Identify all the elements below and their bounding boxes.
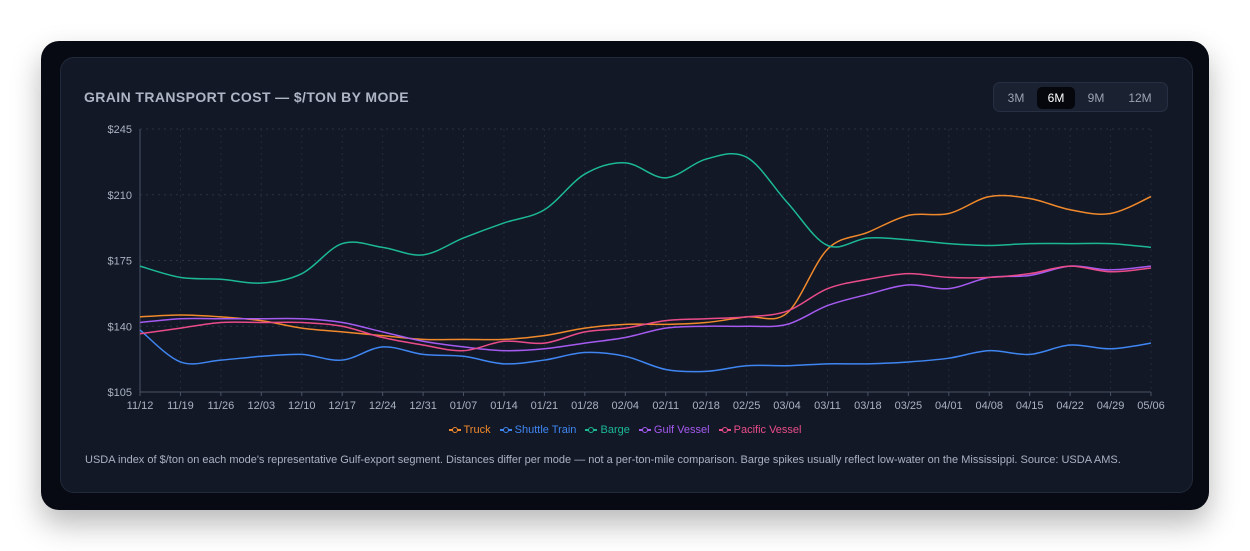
legend-marker-truck xyxy=(448,426,461,434)
x-tick-label: 04/01 xyxy=(935,400,963,412)
y-tick-label: $105 xyxy=(108,387,132,399)
x-tick-label: 01/28 xyxy=(571,400,599,412)
legend-item-gulf-vessel[interactable]: Gulf Vessel xyxy=(638,424,710,436)
x-tick-label: 05/06 xyxy=(1137,400,1165,412)
x-tick-label: 12/17 xyxy=(328,400,356,412)
x-tick-label: 01/07 xyxy=(450,400,478,412)
x-tick-label: 11/26 xyxy=(208,400,235,412)
x-tick-label: 03/11 xyxy=(814,400,841,412)
x-tick-label: 11/12 xyxy=(127,400,154,412)
x-tick-label: 03/04 xyxy=(773,400,801,412)
x-tick-label: 02/25 xyxy=(733,400,761,412)
range-3m-button[interactable]: 3M xyxy=(1007,91,1025,105)
chart-title: GRAIN TRANSPORT COST — $/TON BY MODE xyxy=(84,89,410,105)
x-tick-label: 02/11 xyxy=(652,400,679,412)
legend-item-pacific-vessel[interactable]: Pacific Vessel xyxy=(718,424,802,436)
range-6m-button[interactable]: 6M xyxy=(1037,87,1075,109)
x-tick-label: 04/08 xyxy=(975,400,1003,412)
range-12m-button[interactable]: 12M xyxy=(1128,91,1152,105)
x-tick-label: 01/21 xyxy=(531,400,559,412)
series-line-shuttle-train xyxy=(139,329,1152,373)
x-tick-label: 04/22 xyxy=(1056,400,1084,412)
series-line-gulf-vessel xyxy=(139,265,1152,352)
legend-label-barge: Barge xyxy=(600,424,630,436)
y-tick-label: $140 xyxy=(108,321,132,333)
legend-marker-barge xyxy=(585,426,598,434)
time-range-selector: 3M 6M 9M 12M xyxy=(993,82,1168,112)
x-tick-label: 02/18 xyxy=(692,400,720,412)
legend-label-truck: Truck xyxy=(463,424,491,436)
series-line-barge xyxy=(139,152,1152,284)
legend-label-shuttle-train: Shuttle Train xyxy=(514,424,577,436)
legend-marker-shuttle-train xyxy=(499,426,512,434)
chart-footnote: USDA index of $/ton on each mode's repre… xyxy=(85,454,1121,466)
x-tick-label: 04/29 xyxy=(1097,400,1125,412)
y-tick-label: $245 xyxy=(108,124,132,136)
series-line-pacific-vessel xyxy=(139,265,1152,352)
legend-label-gulf-vessel: Gulf Vessel xyxy=(653,424,710,436)
range-9m-button[interactable]: 9M xyxy=(1087,91,1105,105)
legend-item-truck[interactable]: Truck xyxy=(448,424,491,436)
x-tick-label: 12/31 xyxy=(409,400,437,412)
x-tick-label: 12/24 xyxy=(369,400,397,412)
x-tick-label: 11/19 xyxy=(167,400,194,412)
x-tick-label: 12/03 xyxy=(248,400,276,412)
x-tick-label: 02/04 xyxy=(612,400,640,412)
y-tick-label: $175 xyxy=(108,256,132,268)
legend-item-barge[interactable]: Barge xyxy=(585,424,630,436)
x-tick-label: 04/15 xyxy=(1016,400,1044,412)
x-tick-label: 01/14 xyxy=(490,400,518,412)
x-tick-label: 12/10 xyxy=(288,400,316,412)
legend-label-pacific-vessel: Pacific Vessel xyxy=(733,424,802,436)
chart-card xyxy=(60,57,1193,493)
x-tick-label: 03/25 xyxy=(895,400,923,412)
legend-marker-pacific-vessel xyxy=(718,426,731,434)
x-tick-label: 03/18 xyxy=(854,400,882,412)
chart-legend: Truck Shuttle Train Barge Gulf Vessel Pa… xyxy=(0,424,1250,436)
legend-marker-gulf-vessel xyxy=(638,426,651,434)
legend-item-shuttle-train[interactable]: Shuttle Train xyxy=(499,424,577,436)
y-tick-label: $210 xyxy=(108,190,132,202)
